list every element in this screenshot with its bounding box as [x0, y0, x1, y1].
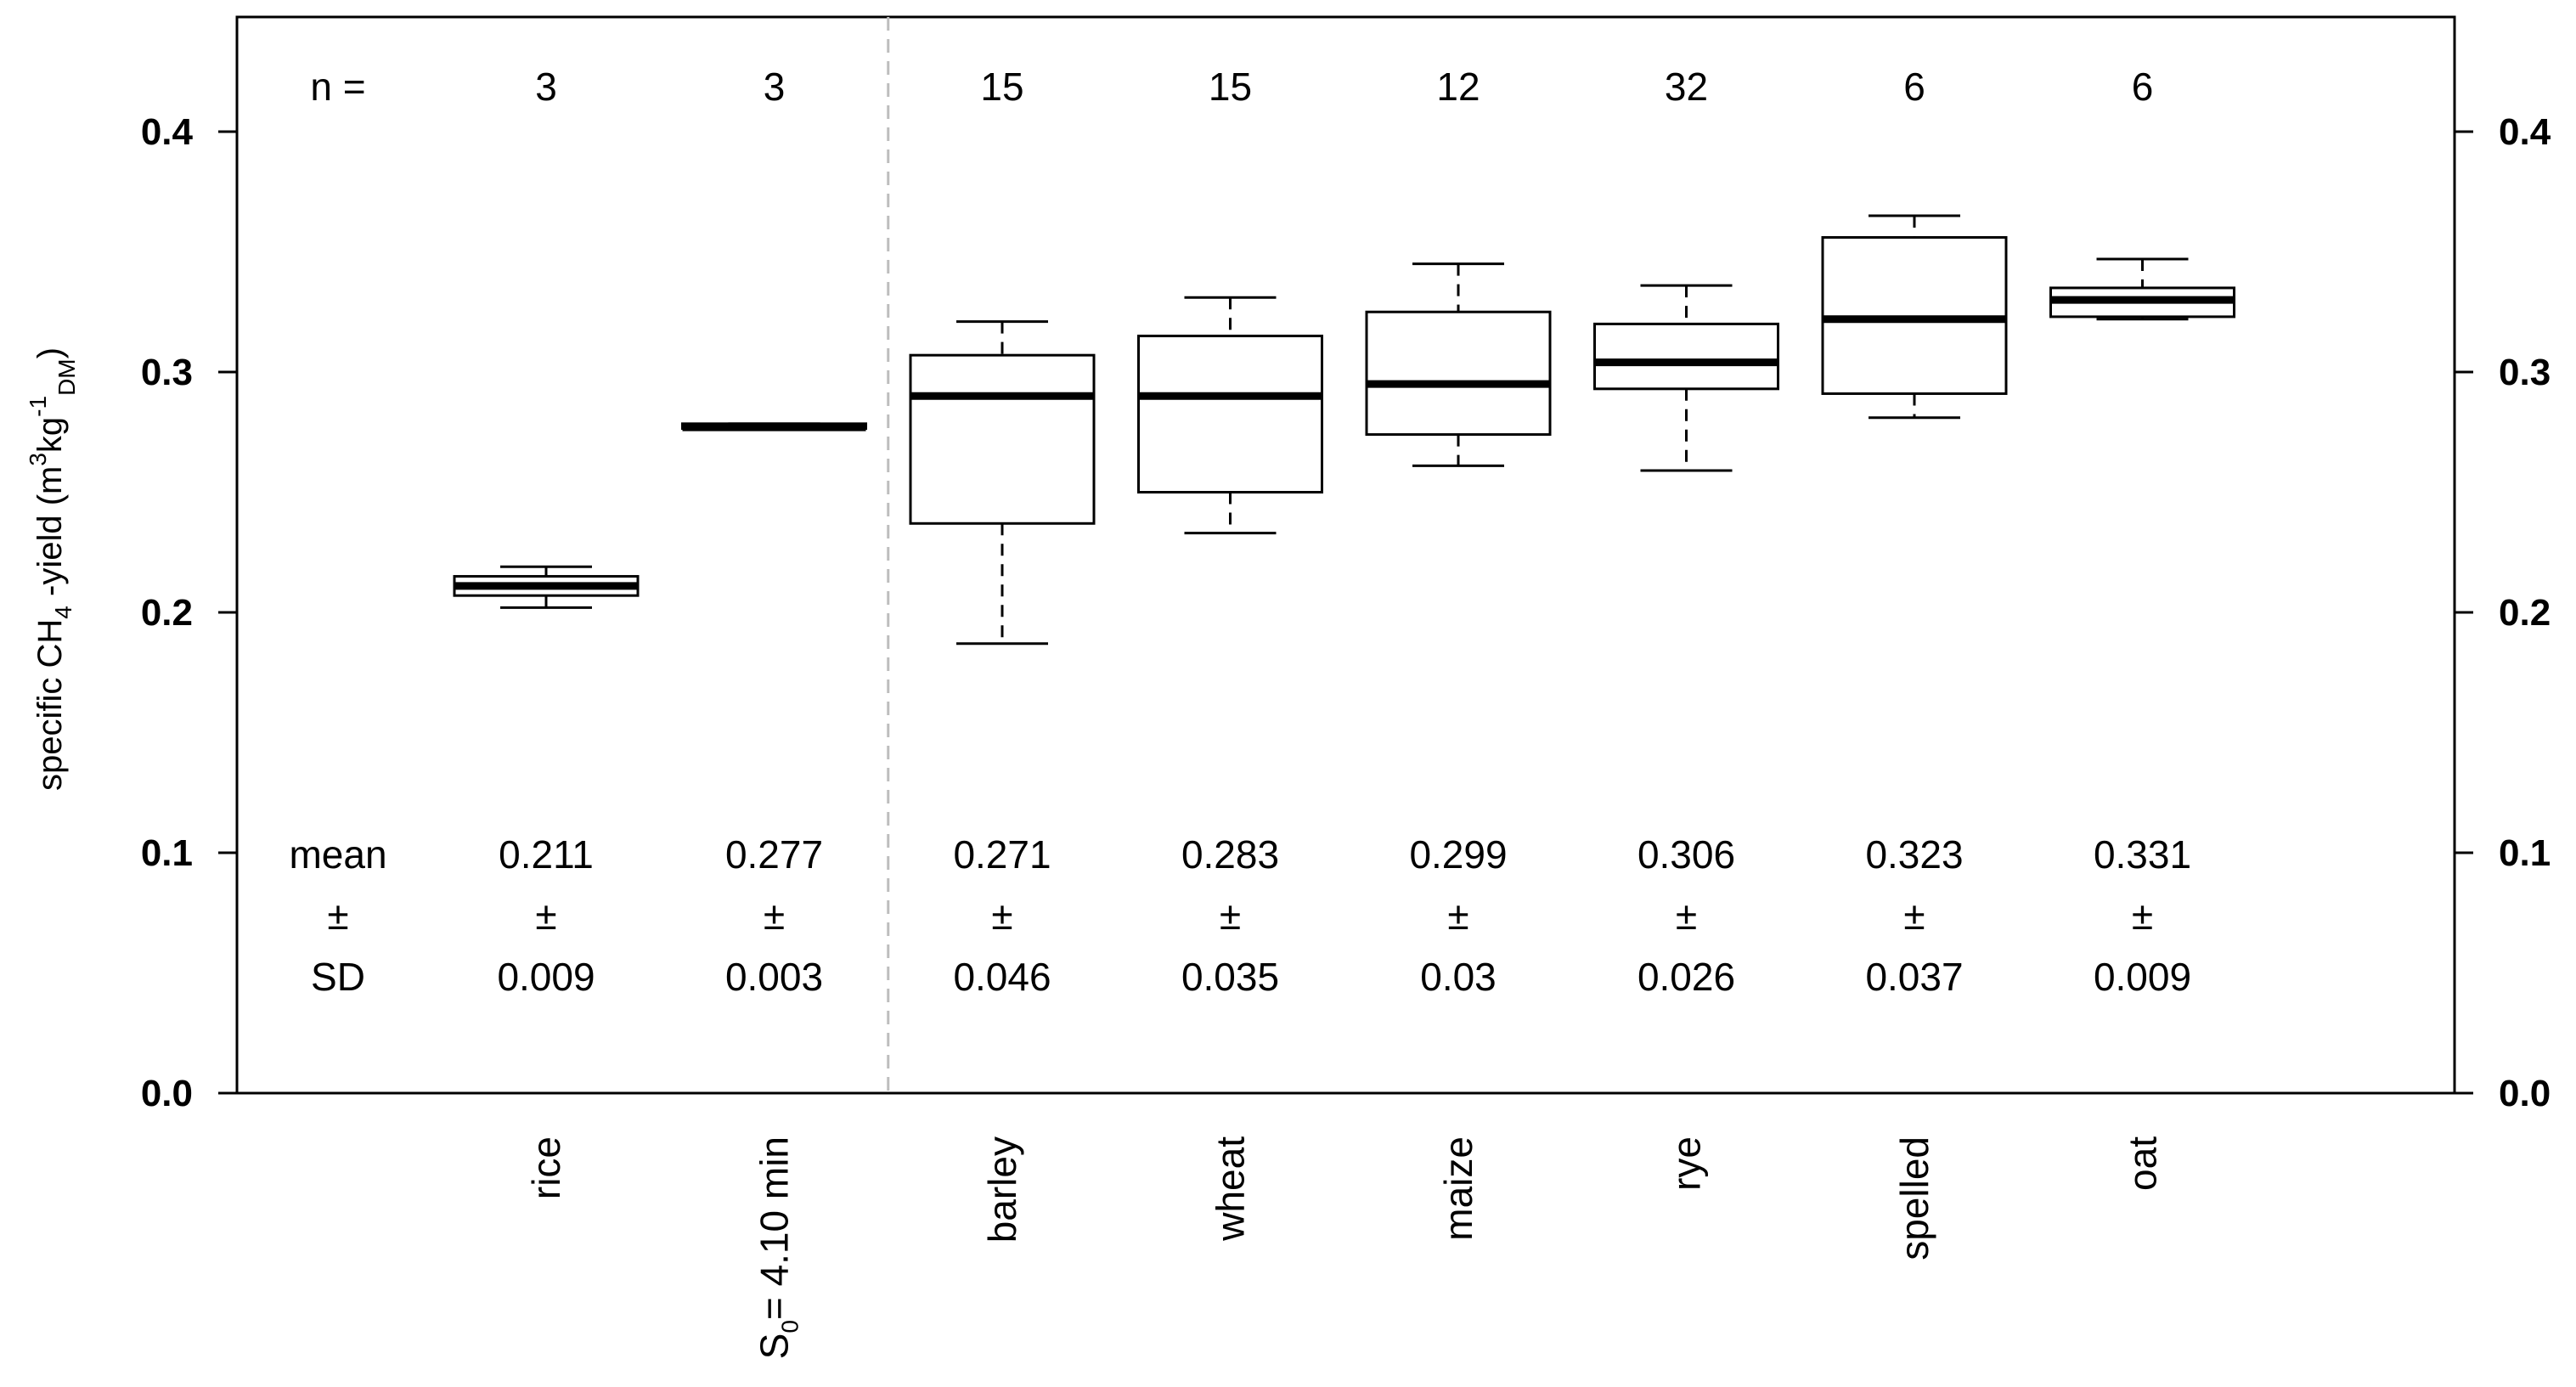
box-s0-4-10-min [681, 422, 867, 431]
n-value: 15 [980, 65, 1023, 109]
y-tick-label-right: 0.3 [2499, 352, 2551, 393]
box-rye [1593, 284, 1779, 472]
category-label: wheat [1209, 1136, 1253, 1242]
n-value: 6 [1903, 65, 1925, 109]
pm-value: ± [764, 894, 785, 938]
n-label: n = [310, 65, 365, 109]
iqr-box [1365, 310, 1552, 437]
sd-value: 0.003 [725, 955, 823, 999]
y-axis-title: specific CH4 -yield (m3kg-1DM) [25, 347, 80, 791]
n-value: 3 [764, 65, 786, 109]
box-rice [453, 565, 640, 609]
iqr-box [1137, 335, 1323, 493]
sd-value: 0.026 [1637, 955, 1735, 999]
iqr-box [1593, 322, 1779, 391]
y-tick-label-right: 0.4 [2499, 111, 2551, 153]
n-value: 12 [1436, 65, 1480, 109]
n-value: 15 [1209, 65, 1252, 109]
pm-value: ± [535, 894, 556, 938]
sd-value: 0.037 [1865, 955, 1963, 999]
sd-value: 0.035 [1181, 955, 1279, 999]
pm-value: ± [991, 894, 1012, 938]
sd-label: SD [311, 955, 365, 999]
mean-value: 0.331 [2094, 832, 2191, 877]
box-spelled [1821, 214, 2008, 420]
plot-frame [235, 15, 2456, 1095]
y-tick-label-left: 0.0 [141, 1073, 193, 1114]
mean-label: mean [289, 832, 386, 877]
y-tick-label-left: 0.3 [141, 352, 193, 393]
y-tick-label-right: 0.2 [2499, 592, 2551, 634]
n-value: 3 [535, 65, 557, 109]
category-label: barley [980, 1136, 1024, 1243]
box-barley [909, 320, 1096, 646]
category-label: rye [1665, 1136, 1709, 1191]
category-label: oat [2121, 1136, 2165, 1191]
category-label: S0= 4.10 min [753, 1136, 803, 1359]
pm-value: ± [2132, 894, 2153, 938]
pm-label: ± [327, 894, 348, 938]
mean-value: 0.277 [725, 832, 823, 877]
mean-value: 0.283 [1181, 832, 1279, 877]
n-value: 6 [2132, 65, 2154, 109]
sd-value: 0.009 [497, 955, 595, 999]
mean-value: 0.306 [1637, 832, 1735, 877]
y-tick-label-left: 0.2 [141, 592, 193, 634]
sd-value: 0.046 [953, 955, 1051, 999]
mean-value: 0.323 [1865, 832, 1963, 877]
pm-value: ± [1447, 894, 1468, 938]
category-label: spelled [1892, 1136, 1936, 1260]
mean-value: 0.299 [1409, 832, 1507, 877]
y-tick-label-right: 0.0 [2499, 1073, 2551, 1114]
mean-value: 0.211 [499, 832, 594, 877]
box-maize [1365, 262, 1552, 467]
pm-value: ± [1676, 894, 1697, 938]
n-value: 32 [1665, 65, 1708, 109]
category-label: rice [524, 1136, 568, 1199]
box-oat [2049, 257, 2235, 321]
iqr-box [909, 353, 1096, 525]
pm-value: ± [1903, 894, 1925, 938]
sd-value: 0.009 [2094, 955, 2191, 999]
mean-value: 0.271 [953, 832, 1051, 877]
y-tick-label-right: 0.1 [2499, 832, 2551, 874]
y-tick-label-left: 0.4 [141, 111, 194, 153]
sd-value: 0.03 [1420, 955, 1497, 999]
pm-value: ± [1220, 894, 1241, 938]
box-wheat [1137, 296, 1323, 535]
category-label: maize [1436, 1136, 1480, 1241]
y-tick-label-left: 0.1 [141, 832, 193, 874]
